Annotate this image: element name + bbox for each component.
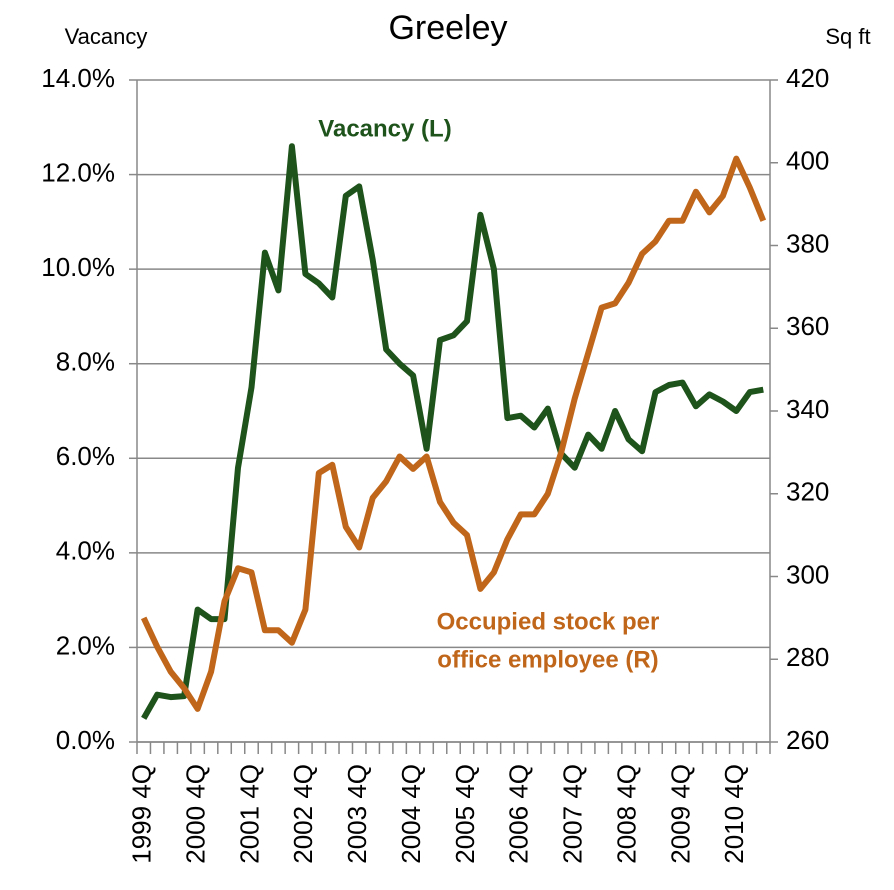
x-tick-label: 2000 4Q [180,764,210,864]
y-tick-label: 8.0% [56,347,115,377]
y-tick-label: 0.0% [56,725,115,755]
x-tick-label: 2004 4Q [396,764,426,864]
y-tick-label: 2.0% [56,630,115,660]
x-tick-label: 2010 4Q [719,764,749,864]
y-tick-label: 12.0% [41,157,115,187]
y-tick-label: 14.0% [41,63,115,93]
y2-tick-label: 380 [786,228,829,258]
y2-tick-label: 340 [786,394,829,424]
y-tick-label: 4.0% [56,536,115,566]
annotation: office employee (R) [437,646,658,673]
series-line [140,155,767,712]
y2-tick-label: 280 [786,642,829,672]
x-tick-label: 2003 4Q [342,764,372,864]
x-tick-label: 2006 4Q [504,764,534,864]
chart-title: Greeley [388,9,507,47]
y2-tick-label: 360 [786,311,829,341]
annotation: Occupied stock per [437,608,660,635]
x-tick-label: 2008 4Q [611,764,641,864]
y2-axis-label: Sq ft [825,24,870,49]
y2-tick-label: 420 [786,63,829,93]
x-tick-label: 2005 4Q [450,764,480,864]
x-tick-label: 2001 4Q [234,764,264,864]
y2-tick-label: 400 [786,146,829,176]
x-tick-label: 2009 4Q [665,764,695,864]
y2-tick-label: 300 [786,559,829,589]
x-tick-label: 2007 4Q [558,764,588,864]
x-tick-label: 2002 4Q [288,764,318,864]
y2-tick-label: 260 [786,725,829,755]
y-tick-label: 10.0% [41,252,115,282]
y-tick-label: 6.0% [56,441,115,471]
x-tick-label: 1999 4Q [127,764,157,864]
annotation: Vacancy (L) [318,115,451,142]
series-line [141,143,764,720]
y-axis-label: Vacancy [65,24,148,49]
y2-tick-label: 320 [786,477,829,507]
